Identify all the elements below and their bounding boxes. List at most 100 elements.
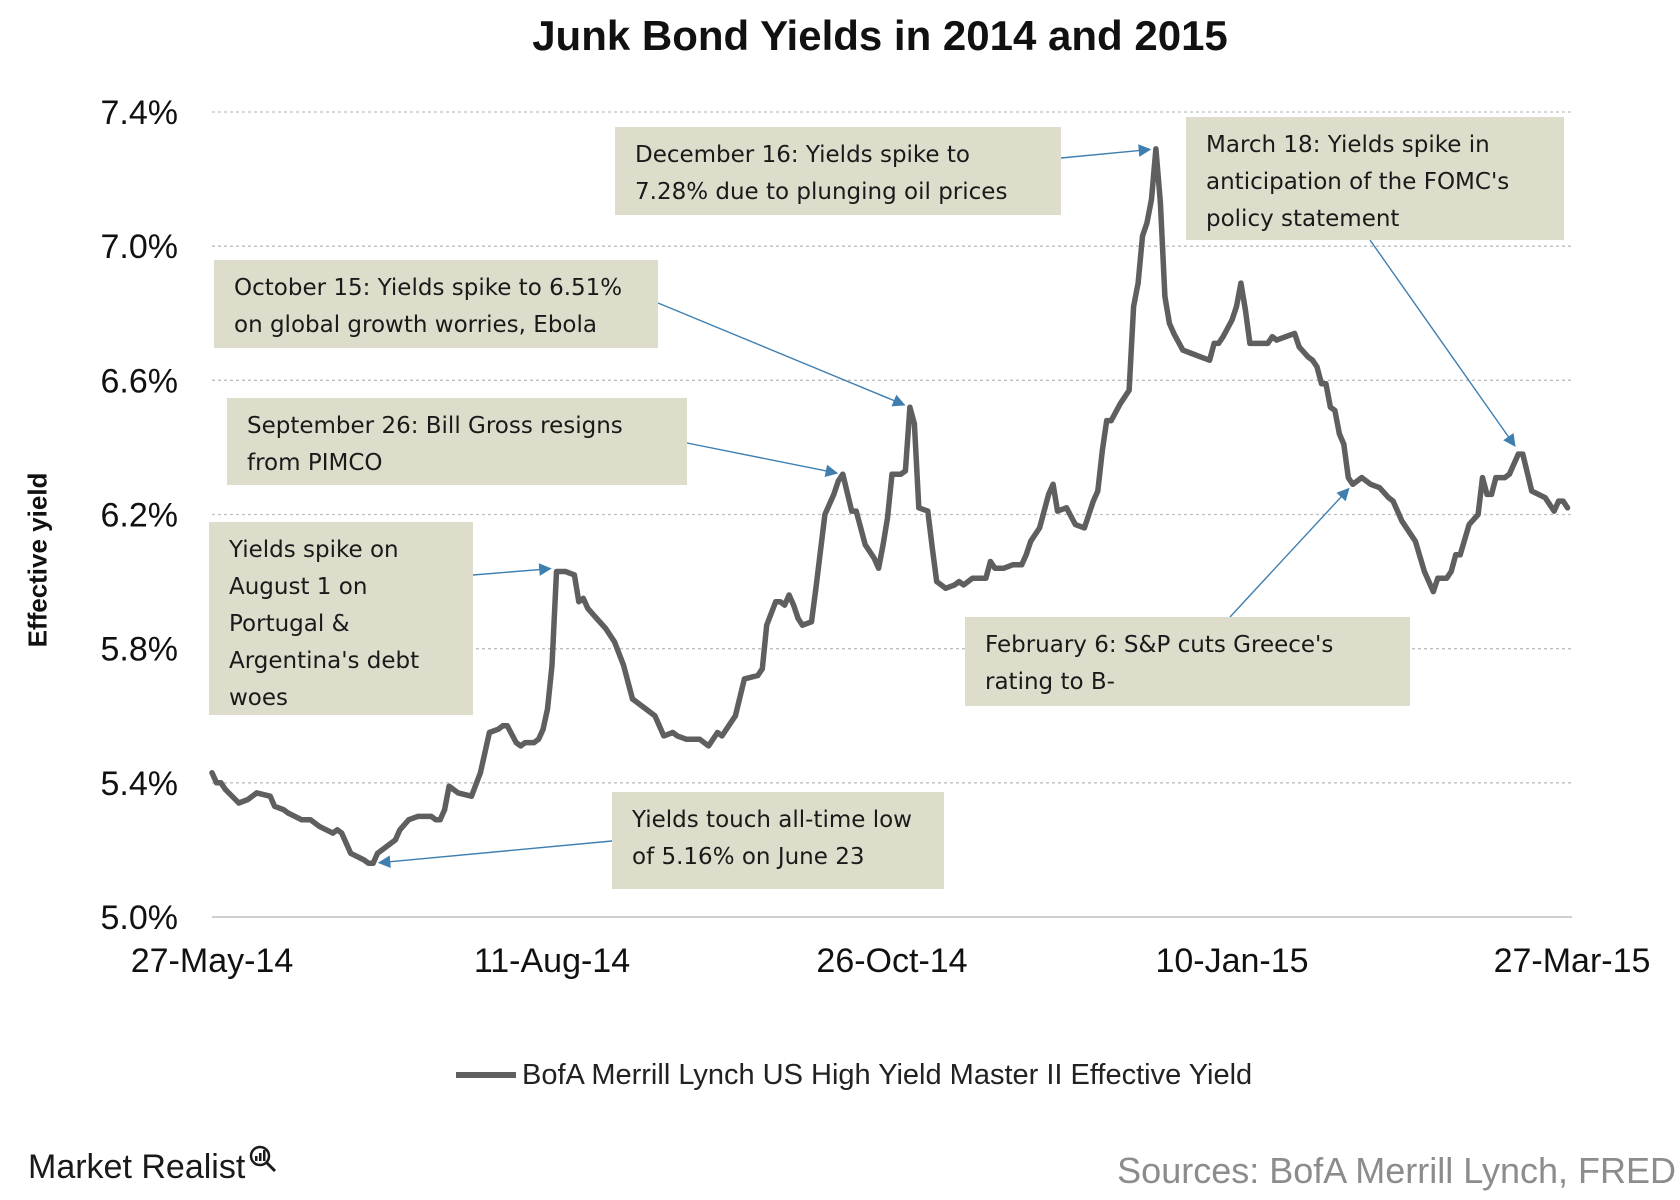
data-point: [513, 740, 519, 746]
data-point: [397, 827, 403, 833]
data-point: [1444, 575, 1450, 581]
data-point: [1050, 481, 1056, 487]
data-point: [1515, 451, 1521, 457]
annotation-arrow: [1229, 487, 1350, 618]
data-point: [652, 713, 658, 719]
data-point: [1430, 589, 1436, 595]
data-point: [1162, 293, 1168, 300]
data-point: [1104, 418, 1110, 424]
data-point: [929, 545, 935, 551]
data-point: [813, 585, 819, 591]
legend-label: BofA Merrill Lynch US High Yield Master …: [522, 1058, 1253, 1091]
data-point: [553, 568, 560, 575]
data-point: [254, 790, 260, 796]
data-point: [1314, 364, 1320, 370]
brand-logo: Market Realist: [28, 1143, 277, 1187]
data-point: [925, 508, 931, 514]
annotation-june-low: Yields touch all-time low of 5.16% on Ju…: [612, 792, 944, 889]
data-point: [1001, 565, 1007, 571]
data-point: [442, 807, 448, 813]
data-point: [1131, 303, 1137, 310]
data-point: [741, 676, 748, 682]
data-point: [1359, 475, 1365, 481]
data-point: [764, 622, 770, 628]
annotation-december-spike: December 16: Yields spike to 7.28% due t…: [615, 127, 1061, 215]
data-point: [916, 505, 922, 511]
data-point: [902, 468, 909, 474]
annotation-september-gross: September 26: Bill Gross resigns from PI…: [227, 398, 687, 485]
data-point: [1269, 334, 1275, 340]
data-point: [1318, 381, 1325, 387]
data-point: [1386, 495, 1392, 501]
data-point: [1327, 404, 1333, 410]
data-point: [1019, 562, 1025, 568]
data-point: [576, 599, 582, 605]
data-point: [898, 471, 904, 477]
data-point: [822, 511, 828, 518]
data-point: [978, 575, 985, 581]
data-point: [415, 813, 421, 820]
data-point: [580, 595, 586, 602]
data-point: [1117, 401, 1123, 407]
data-point: [585, 605, 591, 612]
annotation-february-greece: February 6: S&P cuts Greece's rating to …: [965, 617, 1410, 706]
data-point: [670, 729, 676, 736]
data-point: [853, 508, 859, 514]
x-tick-label: 11-Aug-14: [474, 942, 630, 980]
data-point: [1108, 418, 1114, 424]
y-tick-label: 7.4%: [101, 94, 179, 132]
data-point: [330, 830, 336, 836]
data-point: [433, 817, 439, 823]
data-point: [500, 723, 506, 729]
data-point: [1556, 498, 1562, 504]
data-point: [1211, 340, 1217, 346]
chart-title: Junk Bond Yields in 2014 and 2015: [532, 12, 1228, 59]
data-point: [1323, 381, 1329, 387]
data-point: [540, 726, 546, 732]
data-point: [446, 783, 452, 789]
source-note: Sources: BofA Merrill Lynch, FRED: [1117, 1150, 1676, 1191]
data-point: [956, 579, 962, 585]
y-tick-labels: 5.0% 5.4% 5.8% 6.2% 6.6% 7.0% 7.4%: [101, 94, 179, 937]
data-point: [862, 542, 868, 548]
data-point: [1305, 354, 1311, 360]
data-point: [267, 793, 273, 799]
y-tick-label: 6.6%: [101, 362, 179, 400]
data-point: [218, 780, 224, 786]
data-point: [706, 743, 712, 749]
data-point: [1484, 491, 1490, 497]
data-point: [374, 850, 381, 856]
data-point: [1421, 568, 1427, 575]
y-tick-label: 5.8%: [101, 631, 179, 669]
data-point: [1148, 196, 1155, 202]
data-point: [1081, 525, 1087, 531]
annotation-arrow: [472, 563, 552, 576]
data-point: [1180, 347, 1186, 353]
data-point: [1247, 340, 1253, 346]
data-point: [272, 803, 278, 809]
data-point: [392, 837, 398, 843]
data-point: [1412, 538, 1418, 544]
data-point: [1166, 320, 1172, 326]
y-tick-label: 7.0%: [101, 228, 179, 266]
data-point: [1457, 552, 1463, 558]
data-point: [612, 639, 618, 645]
series-layer: [209, 146, 1571, 867]
legend: BofA Merrill Lynch US High Yield Master …: [456, 1055, 1252, 1095]
data-point: [1099, 448, 1105, 454]
data-point: [782, 602, 788, 608]
data-point: [1296, 344, 1302, 350]
data-point: [849, 508, 855, 514]
data-point: [884, 515, 891, 521]
legend-line-swatch: [456, 1072, 516, 1078]
data-point: [1233, 303, 1240, 310]
data-point: [1220, 334, 1226, 340]
data-point: [621, 662, 627, 669]
data-point: [428, 813, 434, 820]
data-point: [522, 740, 528, 746]
data-point: [934, 579, 940, 585]
data-point: [571, 572, 578, 578]
data-point: [1332, 407, 1338, 414]
data-point: [674, 733, 680, 739]
data-point: [1010, 562, 1016, 568]
